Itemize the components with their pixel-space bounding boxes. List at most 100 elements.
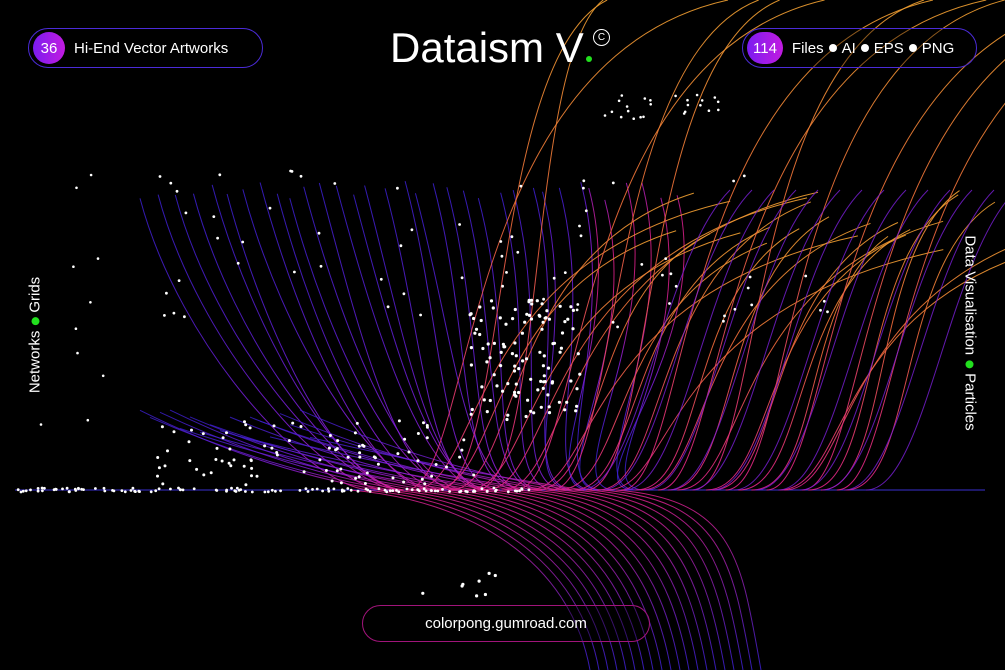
particle — [429, 489, 433, 492]
particle — [527, 488, 531, 492]
particle — [804, 274, 808, 278]
particle — [538, 350, 542, 354]
side-left-grids: Grids — [26, 276, 44, 313]
particle — [36, 487, 40, 490]
curve — [431, 230, 677, 491]
particle — [499, 350, 503, 354]
particle — [188, 459, 192, 463]
particle — [575, 308, 579, 312]
curve — [692, 0, 925, 491]
particle — [514, 354, 518, 358]
particle — [94, 487, 97, 490]
particle — [263, 490, 267, 494]
particle — [495, 384, 499, 388]
particle — [158, 175, 162, 178]
files-count-badge: 114 — [747, 32, 783, 64]
particle — [112, 489, 116, 493]
particle — [611, 181, 615, 185]
particle — [504, 322, 508, 326]
particle — [237, 488, 241, 492]
particle — [527, 313, 532, 317]
curve — [821, 189, 973, 491]
store-url-link[interactable]: colorpong.gumroad.com — [425, 615, 587, 632]
curve — [738, 229, 911, 491]
particle — [41, 489, 44, 493]
curve — [349, 489, 591, 670]
particle — [565, 400, 569, 404]
particle — [177, 486, 180, 490]
particle — [486, 342, 490, 346]
particle — [510, 317, 515, 321]
curve — [449, 192, 694, 491]
particle — [161, 482, 165, 486]
particle — [129, 489, 133, 492]
particle — [472, 490, 475, 493]
particle — [683, 110, 687, 114]
particle — [459, 489, 463, 493]
particle — [376, 462, 380, 466]
particle — [397, 419, 401, 423]
particle — [39, 423, 43, 426]
particle — [156, 474, 159, 478]
particle — [61, 487, 64, 491]
curve — [412, 200, 731, 491]
particles — [16, 93, 829, 598]
particle — [664, 257, 668, 260]
particle — [357, 475, 361, 479]
particle — [255, 474, 259, 478]
particle — [626, 109, 630, 113]
curve — [209, 424, 465, 491]
particle — [395, 489, 398, 492]
curve — [535, 233, 711, 491]
particle — [250, 490, 254, 494]
curve — [174, 194, 399, 491]
particle — [417, 489, 421, 493]
particle — [172, 311, 176, 315]
curve — [377, 489, 609, 670]
particle — [102, 486, 106, 490]
particle — [520, 488, 524, 491]
particle — [639, 115, 642, 119]
particle — [535, 299, 539, 303]
curve — [405, 0, 729, 491]
particle — [474, 327, 479, 331]
particle — [616, 325, 619, 329]
particle — [24, 489, 28, 493]
particle — [315, 487, 319, 491]
particle — [576, 303, 580, 306]
curve — [579, 189, 731, 491]
curve — [475, 489, 672, 670]
store-link-pill[interactable]: colorpong.gumroad.com — [362, 605, 650, 642]
particle — [686, 103, 690, 107]
particle — [669, 272, 673, 276]
particle — [566, 317, 570, 321]
particle — [16, 488, 20, 492]
particle — [485, 360, 489, 364]
particle — [214, 488, 218, 492]
particle — [501, 342, 505, 346]
curve — [635, 228, 800, 491]
particle — [336, 439, 340, 443]
particle — [175, 189, 179, 193]
curve — [169, 409, 417, 491]
particle — [472, 473, 476, 477]
particle — [228, 447, 232, 451]
particle — [464, 489, 468, 493]
particle — [480, 487, 484, 491]
particle — [388, 489, 392, 493]
particle — [421, 591, 425, 595]
particle — [473, 331, 477, 335]
particle — [397, 490, 401, 494]
particle — [541, 320, 545, 324]
particle — [321, 489, 324, 493]
particle — [218, 173, 222, 177]
curve — [335, 185, 485, 491]
particle — [448, 490, 451, 493]
particle — [244, 423, 248, 427]
particle — [433, 489, 437, 493]
particle — [649, 99, 652, 102]
curve — [517, 489, 699, 670]
curve — [779, 262, 1005, 491]
particle — [649, 103, 652, 106]
particle — [54, 488, 58, 491]
